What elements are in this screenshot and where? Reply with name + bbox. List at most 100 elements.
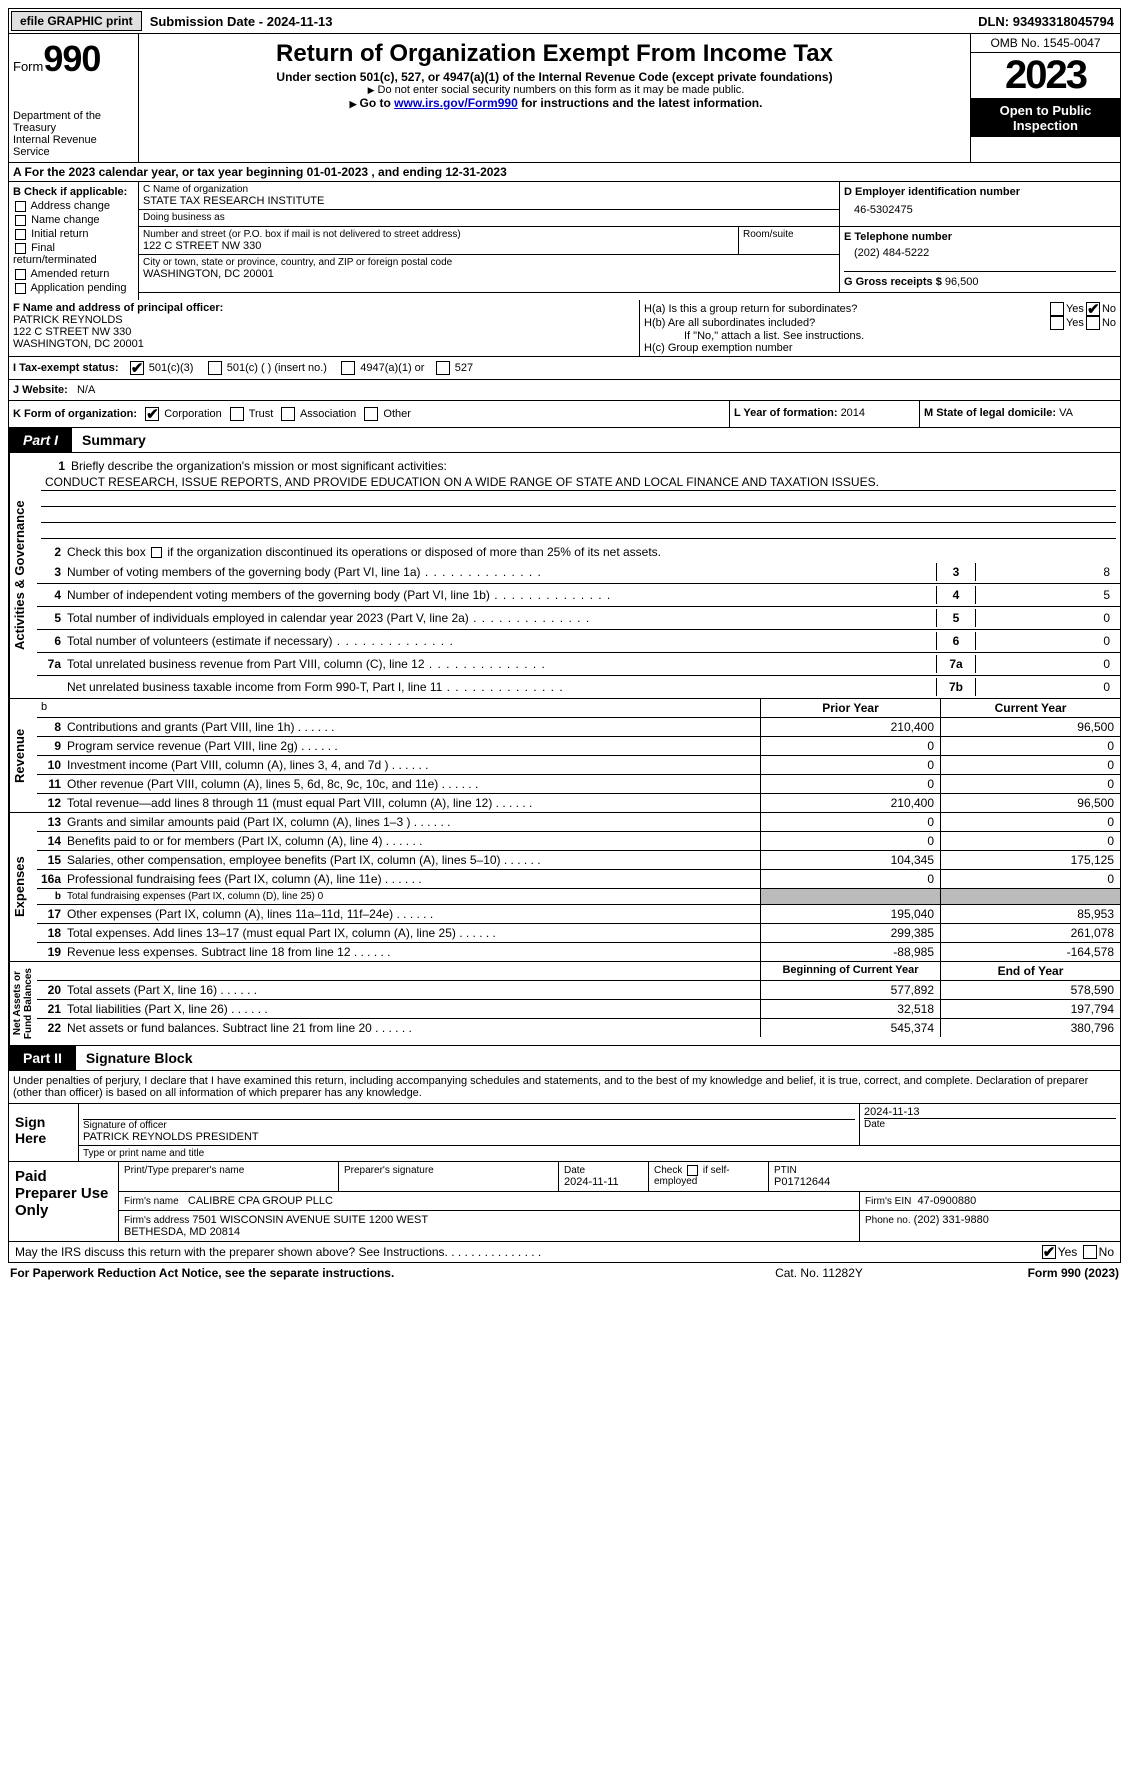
checkbox-discuss-yes[interactable]	[1042, 1245, 1056, 1259]
fin-line: 11Other revenue (Part VIII, column (A), …	[37, 775, 1120, 794]
checkbox-ha-no[interactable]	[1086, 302, 1100, 316]
checkbox-self-employed[interactable]	[687, 1165, 698, 1176]
submission-date-label: Submission Date - 2024-11-13	[146, 14, 337, 29]
ein: 46-5302475	[844, 198, 1116, 222]
checkbox-address-change[interactable]	[15, 201, 26, 212]
revenue-section: Revenue bPrior YearCurrent Year 8Contrib…	[8, 699, 1121, 813]
form-header: Form990 Department of the Treasury Inter…	[8, 34, 1121, 163]
sign-here-block: Sign Here Signature of officerPATRICK RE…	[8, 1103, 1121, 1162]
checkbox-other[interactable]	[364, 407, 378, 421]
open-inspection: Open to Public Inspection	[971, 99, 1120, 137]
fin-line: 15Salaries, other compensation, employee…	[37, 851, 1120, 870]
ptin: P01712644	[774, 1176, 1115, 1188]
checkbox-ha-yes[interactable]	[1050, 302, 1064, 316]
sign-date: 2024-11-13	[864, 1106, 1116, 1119]
fin-line: 19Revenue less expenses. Subtract line 1…	[37, 943, 1120, 961]
header-sub3: Go to www.irs.gov/Form990 for instructio…	[143, 96, 966, 110]
website: N/A	[77, 384, 95, 396]
section-fh: F Name and address of principal officer:…	[8, 300, 1121, 357]
fin-line: 12Total revenue—add lines 8 through 11 (…	[37, 794, 1120, 812]
section-i: I Tax-exempt status: 501(c)(3) 501(c) ( …	[8, 357, 1121, 380]
dept-treasury: Department of the Treasury Internal Reve…	[13, 110, 134, 158]
tax-year: 2023	[971, 53, 1120, 99]
phone: (202) 484-5222	[844, 243, 1116, 263]
section-b: B Check if applicable: Address change Na…	[9, 182, 139, 300]
netassets-section: Net Assets or Fund Balances Beginning of…	[8, 962, 1121, 1046]
checkbox-trust[interactable]	[230, 407, 244, 421]
val-line7b: 0	[976, 678, 1116, 696]
checkbox-hb-no[interactable]	[1086, 316, 1100, 330]
fin-line: 16aProfessional fundraising fees (Part I…	[37, 870, 1120, 889]
vtab-expenses: Expenses	[9, 813, 37, 961]
fin-line: 8Contributions and grants (Part VIII, li…	[37, 718, 1120, 737]
checkbox-hb-yes[interactable]	[1050, 316, 1064, 330]
val-line6: 0	[976, 632, 1116, 650]
fin-line: 18Total expenses. Add lines 13–17 (must …	[37, 924, 1120, 943]
firm-name: CALIBRE CPA GROUP PLLC	[188, 1195, 333, 1207]
checkbox-assoc[interactable]	[281, 407, 295, 421]
omb-number: OMB No. 1545-0047	[971, 34, 1120, 53]
checkbox-501c[interactable]	[208, 361, 222, 375]
irs-link[interactable]: www.irs.gov/Form990	[394, 96, 518, 110]
fin-line: 9Program service revenue (Part VIII, lin…	[37, 737, 1120, 756]
efile-button[interactable]: efile GRAPHIC print	[11, 11, 142, 31]
expenses-section: Expenses 13Grants and similar amounts pa…	[8, 813, 1121, 962]
checkbox-discuss-no[interactable]	[1083, 1245, 1097, 1259]
firm-ein: 47-0900880	[917, 1195, 976, 1207]
section-h: H(a) Is this a group return for subordin…	[640, 300, 1120, 356]
street-address: 122 C STREET NW 330	[143, 240, 734, 252]
principal-officer: PATRICK REYNOLDS	[13, 314, 635, 326]
part1-header: Part I Summary	[8, 428, 1121, 453]
header-title-block: Return of Organization Exempt From Incom…	[139, 34, 970, 162]
top-bar: efile GRAPHIC print Submission Date - 20…	[8, 8, 1121, 34]
state-domicile: VA	[1059, 407, 1073, 419]
part2-header: Part II Signature Block	[8, 1046, 1121, 1071]
checkbox-4947[interactable]	[341, 361, 355, 375]
firm-phone: (202) 331-9880	[914, 1214, 989, 1226]
checkbox-527[interactable]	[436, 361, 450, 375]
val-line5: 0	[976, 609, 1116, 627]
section-j: J Website: N/A	[8, 380, 1121, 400]
page-footer: For Paperwork Reduction Act Notice, see …	[8, 1263, 1121, 1283]
section-d: D Employer identification number 46-5302…	[840, 182, 1120, 226]
checkbox-initial-return[interactable]	[15, 229, 26, 240]
header-sub1: Under section 501(c), 527, or 4947(a)(1)…	[143, 70, 966, 84]
paid-preparer-block: Paid Preparer Use Only Print/Type prepar…	[8, 1162, 1121, 1242]
fin-line: 20Total assets (Part X, line 16) . . . .…	[37, 981, 1120, 1000]
vtab-revenue: Revenue	[9, 699, 37, 812]
checkbox-501c3[interactable]	[130, 361, 144, 375]
val-line4: 5	[976, 586, 1116, 604]
activities-governance: Activities & Governance 1Briefly describ…	[8, 453, 1121, 699]
checkbox-name-change[interactable]	[15, 215, 26, 226]
gross-receipts: 96,500	[945, 276, 979, 288]
row-a-tax-year: A For the 2023 calendar year, or tax yea…	[8, 163, 1121, 182]
fin-line: 17Other expenses (Part IX, column (A), l…	[37, 905, 1120, 924]
section-bcd: B Check if applicable: Address change Na…	[8, 182, 1121, 300]
fin-line: 14Benefits paid to or for members (Part …	[37, 832, 1120, 851]
vtab-netassets: Net Assets or Fund Balances	[9, 962, 37, 1045]
fin-line: 13Grants and similar amounts paid (Part …	[37, 813, 1120, 832]
checkbox-final-return[interactable]	[15, 243, 26, 254]
org-name: STATE TAX RESEARCH INSTITUTE	[143, 195, 835, 207]
form-number: 990	[43, 38, 100, 79]
city-state-zip: WASHINGTON, DC 20001	[143, 268, 835, 280]
year-formation: 2014	[841, 407, 865, 419]
checkbox-corp[interactable]	[145, 407, 159, 421]
fin-line: 22Net assets or fund balances. Subtract …	[37, 1019, 1120, 1037]
officer-name: PATRICK REYNOLDS PRESIDENT	[83, 1131, 855, 1143]
header-left: Form990 Department of the Treasury Inter…	[9, 34, 139, 162]
section-klm: K Form of organization: Corporation Trus…	[8, 400, 1121, 428]
fin-line: 21Total liabilities (Part X, line 26) . …	[37, 1000, 1120, 1019]
header-sub2: Do not enter social security numbers on …	[143, 84, 966, 96]
may-discuss-row: May the IRS discuss this return with the…	[8, 1242, 1121, 1263]
val-line3: 8	[976, 563, 1116, 581]
header-right: OMB No. 1545-0047 2023 Open to Public In…	[970, 34, 1120, 162]
mission-text: CONDUCT RESEARCH, ISSUE REPORTS, AND PRO…	[41, 475, 1116, 491]
prep-date: 2024-11-11	[564, 1176, 643, 1188]
form-title: Return of Organization Exempt From Incom…	[143, 40, 966, 68]
fin-line: 10Investment income (Part VIII, column (…	[37, 756, 1120, 775]
checkbox-app-pending[interactable]	[15, 283, 26, 294]
vtab-governance: Activities & Governance	[9, 453, 37, 698]
checkbox-amended[interactable]	[15, 269, 26, 280]
checkbox-discontinued[interactable]	[151, 547, 162, 558]
